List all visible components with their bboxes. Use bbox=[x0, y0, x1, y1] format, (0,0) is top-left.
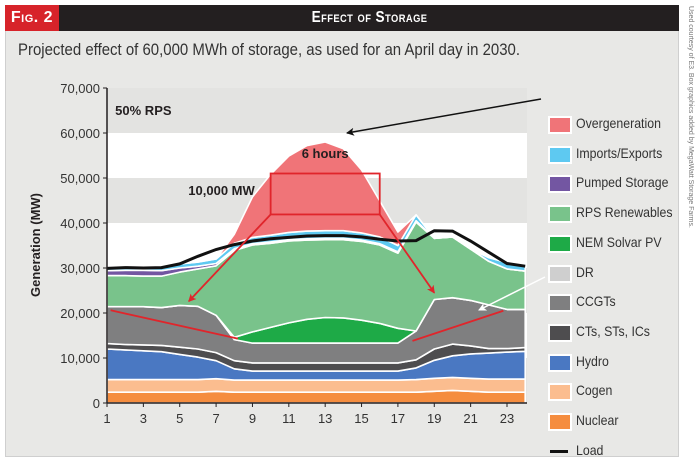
x-tick-label: 5 bbox=[176, 411, 183, 426]
legend-label: CTs, STs, ICs bbox=[576, 322, 650, 339]
x-tick-label: 15 bbox=[354, 411, 368, 426]
x-tick-label: 13 bbox=[318, 411, 332, 426]
x-axis-ticks: 1 3 5 7 9 11 13 15 17 19 21 23 bbox=[103, 403, 514, 426]
legend-swatch bbox=[548, 205, 572, 224]
legend-item: Pumped Storage bbox=[548, 174, 688, 194]
legend-label: Hydro bbox=[576, 352, 609, 369]
grid-band bbox=[107, 88, 527, 133]
legend-item: DR bbox=[548, 264, 688, 284]
legend-item: Overgeneration bbox=[548, 115, 688, 135]
ccgt-reduction-line-morning bbox=[110, 309, 239, 340]
figure-subtitle: Projected effect of 60,000 MWh of storag… bbox=[18, 40, 521, 59]
legend-swatch bbox=[548, 145, 572, 164]
annotation-label: 10,000 MW bbox=[188, 183, 255, 198]
legend-swatch bbox=[548, 323, 572, 342]
figure-number: Fig. 2 bbox=[5, 5, 59, 31]
legend-label: Cogen bbox=[576, 382, 613, 399]
legend-label: NEM Solvar PV bbox=[576, 233, 662, 250]
y-axis-ticks: 0 10,000 20,000 30,000 40,000 50,000 60,000 70,… bbox=[60, 81, 107, 411]
legend-item: RPS Renewables bbox=[548, 204, 688, 224]
legend-item: Imports/Exports bbox=[548, 145, 688, 165]
y-tick-label: 40,000 bbox=[60, 216, 100, 231]
y-tick-label: 60,000 bbox=[60, 126, 100, 141]
annotation-label: 6 hours bbox=[302, 146, 349, 161]
x-tick-label: 3 bbox=[140, 411, 147, 426]
legend-swatch bbox=[548, 383, 572, 402]
legend-item: Load bbox=[548, 442, 688, 462]
y-tick-label: 20,000 bbox=[60, 306, 100, 321]
x-tick-label: 1 bbox=[103, 411, 110, 426]
legend-item: Hydro bbox=[548, 353, 688, 373]
legend-swatch bbox=[548, 234, 572, 253]
arrow-to-ccgt-morning bbox=[188, 213, 272, 303]
figure-title: Effect of Storage bbox=[311, 9, 428, 26]
legend-item: Cogen bbox=[548, 382, 688, 402]
legend-label: DR bbox=[576, 263, 594, 280]
legend-swatch bbox=[548, 116, 572, 134]
legend-swatch bbox=[548, 294, 572, 313]
legend-item: CTs, STs, ICs bbox=[548, 323, 688, 343]
legend-item: Nuclear bbox=[548, 412, 688, 432]
axes bbox=[106, 88, 527, 404]
legend-label: RPS Renewables bbox=[576, 204, 673, 221]
legend-label: Pumped Storage bbox=[576, 174, 669, 191]
x-tick-label: 11 bbox=[282, 411, 296, 426]
y-axis-label: Generation (MW) bbox=[28, 193, 43, 297]
legend-label: Nuclear bbox=[576, 412, 619, 428]
storage-box bbox=[269, 172, 381, 216]
legend-swatch bbox=[548, 413, 572, 431]
ccgt-pointer-arrow bbox=[478, 276, 546, 311]
y-tick-label: 50,000 bbox=[60, 171, 100, 186]
x-tick-label: 9 bbox=[249, 411, 256, 426]
annotations: 50% RPS 10,000 MW 6 hours bbox=[110, 98, 546, 342]
legend-label: CCGTs bbox=[576, 293, 616, 310]
legend-label: Load bbox=[576, 441, 604, 458]
legend-line-swatch bbox=[550, 449, 568, 453]
legend-swatch bbox=[548, 264, 572, 283]
y-tick-label: 10,000 bbox=[60, 351, 100, 366]
y-tick-label: 70,000 bbox=[60, 81, 100, 96]
legend-swatch bbox=[548, 175, 572, 194]
legend-label: Imports/Exports bbox=[576, 144, 663, 161]
y-tick-label: 30,000 bbox=[60, 261, 100, 276]
ccgt-reduction-line-evening bbox=[412, 309, 504, 342]
x-tick-label: 23 bbox=[500, 411, 514, 426]
x-tick-label: 21 bbox=[463, 411, 477, 426]
x-tick-label: 7 bbox=[212, 411, 219, 426]
load-line bbox=[106, 229, 526, 270]
y-tick-label: 0 bbox=[93, 396, 100, 411]
legend-swatch bbox=[548, 353, 572, 372]
legend-item: NEM Solvar PV bbox=[548, 234, 688, 254]
annotation-label: 50% RPS bbox=[115, 103, 172, 118]
legend-item: CCGTs bbox=[548, 293, 688, 313]
x-tick-label: 17 bbox=[391, 411, 405, 426]
figure-header-bar bbox=[5, 5, 679, 31]
legend-label: Overgeneration bbox=[576, 115, 661, 131]
arrow-to-ccgt-evening bbox=[378, 213, 436, 294]
overgeneration-pointer-arrow bbox=[346, 98, 542, 136]
x-tick-label: 19 bbox=[427, 411, 441, 426]
